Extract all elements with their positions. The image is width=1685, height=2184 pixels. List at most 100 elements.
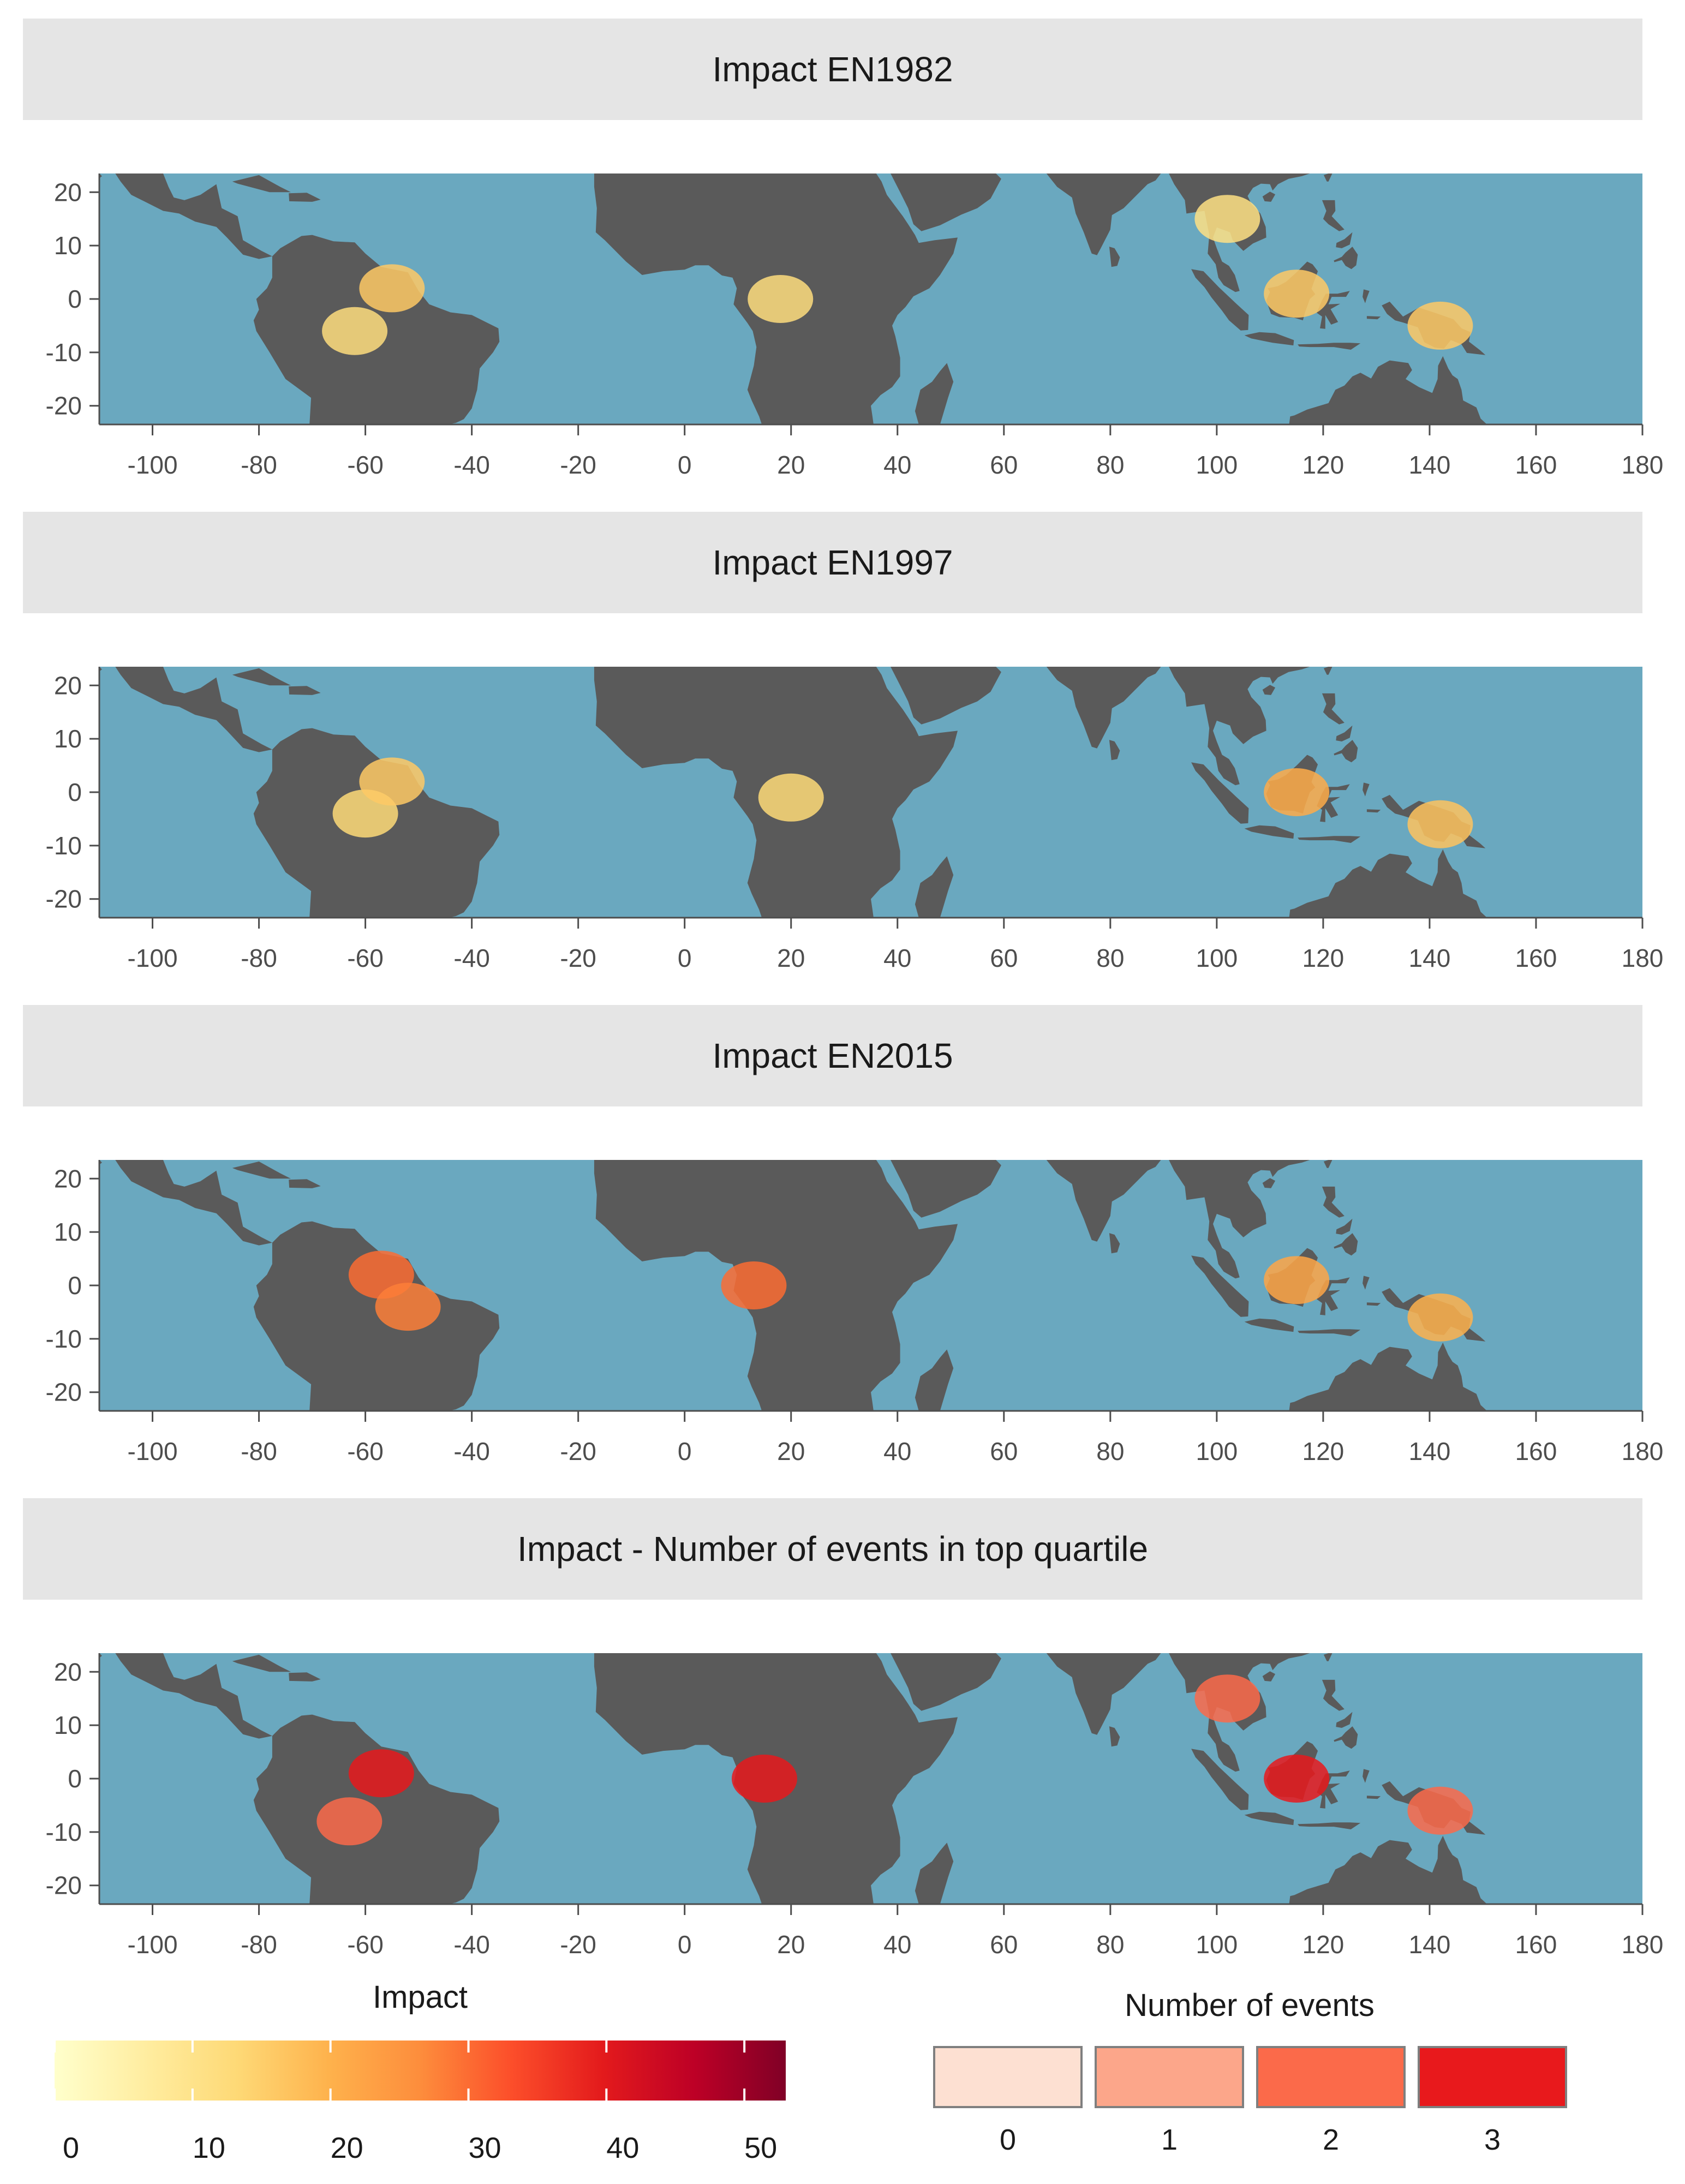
panel-en1982: Impact EN1982 -100 -80 -60 -40 -20 0 20 40 60 80 1… (23, 19, 1663, 479)
land-polygon (915, 856, 954, 918)
x-axis-en2015: -100 -80 -60 -40 -20 0 20 40 60 80 100 120 140 160 180 (99, 1410, 1664, 1465)
colorbar-tick-label: 40 (606, 2132, 639, 2164)
y-tick-label: 20 (54, 1658, 82, 1686)
x-tick-label: 120 (1302, 1437, 1345, 1465)
x-tick-label: 160 (1515, 451, 1557, 479)
land-polygon (1109, 1726, 1120, 1747)
legend-events: Number of events 0 1 2 3 (933, 1988, 1567, 2156)
x-tick-label: 180 (1622, 944, 1664, 972)
x-tick-label: -20 (560, 1930, 596, 1959)
hotspot (721, 1261, 787, 1309)
land-polygon (1298, 343, 1361, 350)
panel-top-quartile: Impact - Number of events in top quartil… (23, 1498, 1663, 1959)
y-tick-label: -20 (46, 885, 82, 913)
legend-impact: Impact 0 10 20 30 40 50 (53, 1979, 786, 2164)
x-tick-label: -80 (241, 1437, 277, 1465)
events-key (1418, 2046, 1567, 2108)
x-tick-label: 0 (678, 944, 692, 972)
x-tick-label: -60 (347, 1930, 383, 1959)
land-polygon (1289, 849, 1487, 918)
land-polygon (1363, 1276, 1370, 1290)
land-polygon (1298, 1329, 1361, 1336)
legend-events-keys: 0 1 2 3 (933, 2046, 1567, 2156)
x-tick-label: 160 (1515, 1437, 1557, 1465)
x-tick-label: 40 (883, 451, 911, 479)
x-tick-label: 60 (990, 1437, 1018, 1465)
land-polygon (1334, 740, 1358, 763)
panel-title-top-quartile: Impact - Number of events in top quartil… (517, 1529, 1148, 1569)
land-polygon (1366, 1796, 1381, 1799)
hotspot (375, 1283, 441, 1331)
map-en1982 (99, 173, 1642, 424)
land-polygon (1334, 1726, 1358, 1749)
land-polygon (1244, 1811, 1294, 1826)
hotspot (359, 264, 425, 313)
x-tick-label: -80 (241, 451, 277, 479)
land-polygon (1244, 1318, 1294, 1332)
hotspot (1407, 1786, 1473, 1835)
y-tick-label: 10 (54, 1711, 82, 1739)
y-axis-en1997: 20 10 0 -10 -20 (46, 667, 100, 918)
legend-impact-ticks: 0 10 20 30 40 50 (53, 2041, 777, 2164)
x-tick-label: -20 (560, 1437, 596, 1465)
land-polygon (1336, 1218, 1353, 1235)
y-tick-label: 10 (54, 1218, 82, 1246)
land-polygon (891, 667, 1001, 725)
x-tick-label: 180 (1622, 1437, 1664, 1465)
land-polygon (891, 1160, 1001, 1218)
colorbar-tick-label: 50 (744, 2132, 777, 2164)
y-tick-label: -10 (46, 1818, 82, 1846)
x-tick-label: 120 (1302, 451, 1345, 479)
x-tick-label: -100 (127, 944, 177, 972)
land-polygon (115, 173, 272, 259)
land-polygon (915, 363, 954, 424)
land-polygon (1191, 762, 1249, 824)
hotspot (748, 275, 814, 323)
land-polygon (1323, 1160, 1333, 1168)
land-polygon (1298, 1822, 1361, 1829)
map-top-quartile (99, 1653, 1642, 1904)
panel-title-en1997: Impact EN1997 (712, 543, 953, 582)
legend-impact-colorbar (55, 2041, 786, 2101)
x-tick-label: 180 (1622, 1930, 1664, 1959)
hotspot (1407, 301, 1473, 350)
strip-en1997 (23, 512, 1642, 613)
x-tick-label: 100 (1196, 451, 1238, 479)
y-tick-label: 20 (54, 1164, 82, 1193)
x-tick-label: 100 (1196, 1437, 1238, 1465)
hotspot (1407, 1293, 1473, 1342)
x-tick-label: -40 (453, 1930, 489, 1959)
land-polygon (891, 173, 1001, 231)
hotspot (1264, 1755, 1330, 1803)
land-polygon (1262, 192, 1276, 202)
y-tick-label: 20 (54, 178, 82, 206)
x-tick-label: -60 (347, 1437, 383, 1465)
events-key (1256, 2046, 1406, 2108)
y-axis-en2015: 20 10 0 -10 -20 (46, 1160, 100, 1411)
events-key-label: 0 (1000, 2123, 1016, 2156)
x-tick-label: -80 (241, 944, 277, 972)
land-polygon (1262, 1178, 1276, 1188)
land-polygon (253, 1221, 500, 1411)
land-polygon (915, 1349, 954, 1411)
legend-events-title: Number of events (1125, 1988, 1375, 2023)
x-tick-label: -40 (453, 1437, 489, 1465)
x-tick-label: -60 (347, 944, 383, 972)
land-polygon (1336, 232, 1353, 248)
land-polygon (1336, 725, 1353, 741)
x-tick-label: 100 (1196, 1930, 1238, 1959)
x-axis-top-quartile: -100 -80 -60 -40 -20 0 20 40 60 80 100 120 140 160 180 (99, 1903, 1664, 1959)
land-polygon (1289, 356, 1487, 424)
land-polygon (1366, 316, 1381, 320)
land-polygon (1169, 1160, 1310, 1279)
land-polygon (1289, 1835, 1487, 1904)
x-tick-label: 120 (1302, 1930, 1345, 1959)
events-key (1095, 2046, 1244, 2108)
strip-en1982 (23, 19, 1642, 120)
land-polygon (289, 686, 321, 695)
hotspot (1264, 1256, 1330, 1305)
land-polygon (232, 1161, 291, 1179)
land-polygon (915, 1842, 954, 1904)
x-tick-label: 80 (1096, 1930, 1124, 1959)
land-polygon (1191, 1255, 1249, 1317)
